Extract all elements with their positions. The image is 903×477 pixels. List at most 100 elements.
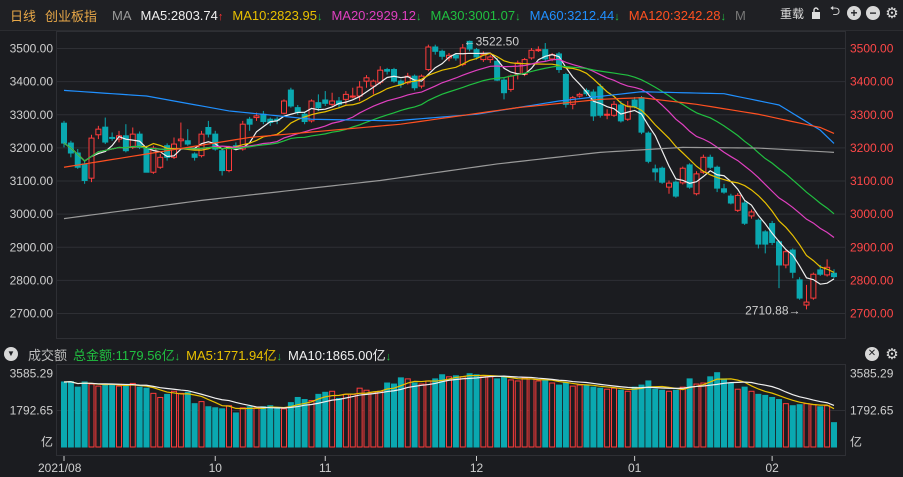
price-tick-left: 3500.00 (10, 42, 54, 56)
price-tick-left: 2800.00 (10, 273, 54, 287)
volume-bar-up (521, 377, 528, 448)
lock-icon[interactable] (809, 6, 823, 20)
candle-down (466, 40, 473, 50)
price-tick-left: 3000.00 (10, 207, 54, 221)
volume-title: 成交额 (28, 347, 68, 363)
volume-bar-up (507, 379, 514, 448)
gear-icon[interactable]: ⚙ (885, 5, 899, 22)
candle-up (521, 59, 528, 75)
candle-up (239, 123, 246, 150)
volume-bar-down (762, 394, 769, 448)
candle-down (232, 145, 239, 148)
candle-down (102, 126, 109, 143)
candle-down (267, 118, 274, 124)
volume-bar-down (769, 396, 776, 448)
candle-up (425, 46, 432, 71)
volume-bar-up (576, 384, 583, 448)
candle-down (769, 223, 776, 243)
candle-down (494, 60, 501, 81)
volume-bar-up (377, 390, 384, 448)
candle-down (143, 147, 150, 173)
volume-bar-down (143, 387, 150, 448)
candle-up (535, 49, 542, 52)
period-selector[interactable]: 日线 (10, 8, 37, 24)
truncated-ma-item: M (734, 7, 746, 23)
zoom-out-icon[interactable]: − (866, 6, 880, 20)
volume-bar-down (336, 397, 342, 448)
volume-bar-down (672, 389, 679, 448)
ma-line-ma120 (63, 97, 835, 168)
candle-down (672, 181, 679, 197)
volume-bar-down (597, 387, 604, 448)
volume-bar-down (542, 379, 549, 448)
gear-icon[interactable]: ⚙ (885, 346, 899, 363)
volume-bar-up (782, 403, 789, 448)
zoom-in-icon[interactable]: + (847, 6, 861, 20)
volume-bar-down (294, 396, 301, 448)
volume-bar-down (212, 407, 219, 448)
candle-up (514, 62, 521, 75)
index-name[interactable]: 创业板指 (45, 8, 98, 24)
candle-up (329, 100, 336, 105)
ma-line-ma5 (63, 52, 835, 285)
volume-total: 总金额:1179.56亿↓ (73, 347, 181, 363)
price-tick-left: 3100.00 (10, 174, 54, 188)
candle-up (95, 128, 102, 136)
high-price-annotation: ←3522.50 (464, 35, 520, 49)
candle-down (452, 54, 459, 59)
volume-bar-down (714, 372, 721, 448)
candle-down (109, 136, 116, 139)
volume-bar-down (61, 381, 67, 448)
volume-bar-down (122, 385, 129, 448)
candle-down (205, 127, 212, 135)
volume-bar-down (274, 408, 281, 448)
candle-down (707, 156, 714, 168)
undo-icon[interactable]: ⮌ (829, 3, 841, 18)
volume-bar-down (583, 384, 590, 448)
candle-down (645, 132, 652, 162)
candle-down (260, 113, 267, 123)
candle-up (803, 301, 810, 306)
candle-down (686, 164, 693, 188)
volume-bar-up (404, 378, 411, 448)
volume-bar-up (611, 387, 617, 448)
date-label: 12 (470, 461, 484, 475)
volume-ma5: MA5:1771.94亿↓ (186, 347, 282, 363)
ma-line-ma60 (63, 89, 835, 144)
candle-down (721, 188, 727, 193)
candle-down (322, 99, 329, 104)
low-price-annotation: 2710.88→ (745, 303, 800, 317)
candle-up (253, 115, 260, 119)
close-icon[interactable]: ✕ (865, 347, 879, 361)
price-tick-right: 2700.00 (850, 307, 894, 321)
candles (61, 40, 837, 310)
candle-up (693, 173, 700, 195)
candle-up (549, 54, 556, 60)
price-tick-left: 2900.00 (10, 240, 54, 254)
volume-bar-up (342, 393, 349, 448)
volume-bar-down (322, 391, 329, 448)
candle-up (177, 138, 184, 142)
collapse-icon[interactable]: ▼ (4, 347, 18, 361)
reload-button[interactable]: 重载 (779, 6, 804, 21)
ma-indicator-label[interactable]: MA (112, 7, 132, 23)
candle-up (157, 156, 164, 168)
volume-bar-down (74, 386, 81, 448)
volume-bar-down (109, 384, 116, 448)
arrow-down-icon: ↓ (720, 10, 726, 23)
candle-up (459, 47, 466, 66)
candle-up (418, 75, 425, 87)
candle-up (666, 182, 672, 188)
volume-bar-up (459, 376, 466, 448)
candle-down (67, 142, 74, 154)
volume-bar-down (267, 405, 274, 448)
ma-value-text: MA10:2823.95 (232, 7, 317, 23)
volume-bar-down (191, 403, 198, 448)
candle-down (714, 166, 721, 189)
volume-bar-up (748, 390, 755, 448)
ma-value-ma10: MA10:2823.95↓ (232, 8, 322, 23)
volume-bar-down (631, 386, 638, 448)
candle-up (363, 77, 370, 82)
price-tick-left: 2700.00 (10, 307, 54, 321)
